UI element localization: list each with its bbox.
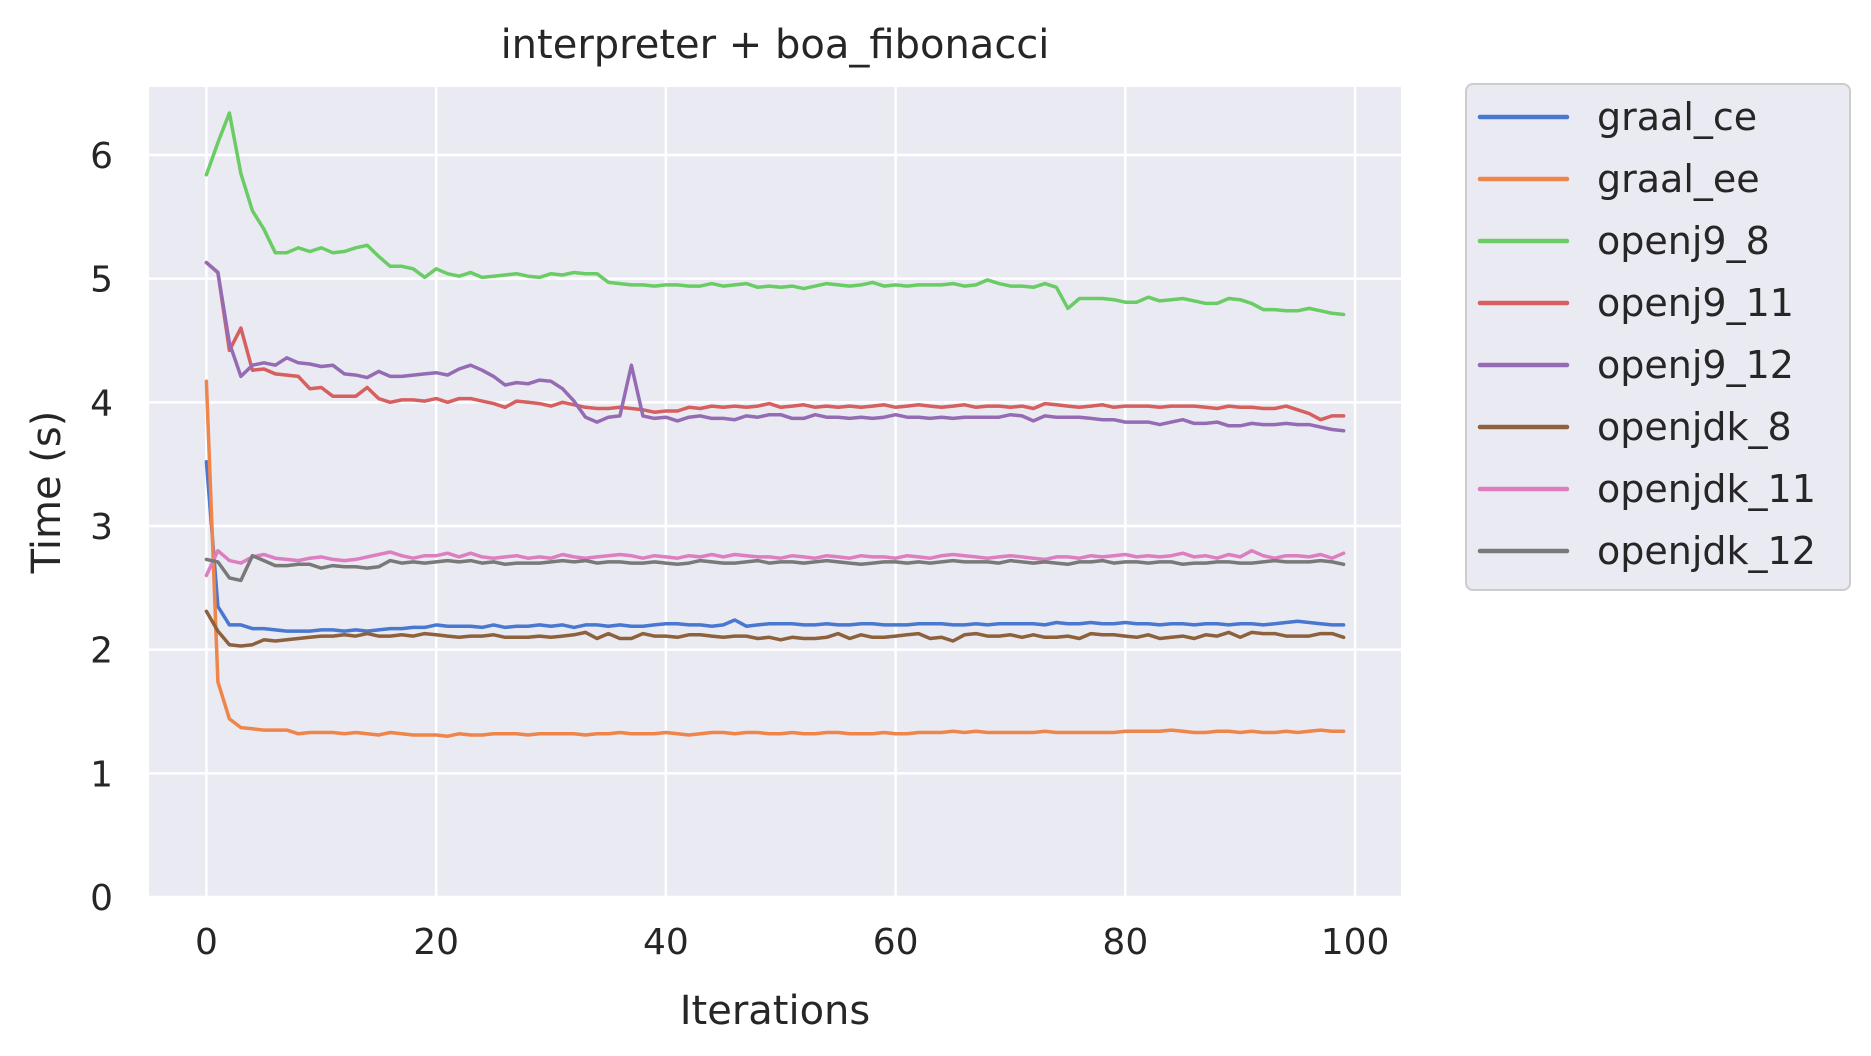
series-line-openj9-11 [204, 260, 1346, 422]
x-tick-label: 20 [413, 922, 459, 963]
series-lines [204, 111, 1346, 738]
series-line-openj9-12 [204, 260, 1346, 433]
y-tick-label: 0 [90, 878, 113, 919]
y-gridlines [149, 153, 1401, 899]
legend-label: graal_ee [1597, 157, 1760, 201]
series-line-openjdk-8 [204, 609, 1346, 648]
legend-label: openj9_11 [1597, 281, 1794, 325]
y-tick-label: 5 [90, 260, 113, 301]
legend-item: openj9_12 [1477, 343, 1794, 387]
x-tick-label: 60 [873, 922, 919, 963]
y-axis-label: Time (s) [24, 411, 70, 575]
x-tick-label: 0 [195, 922, 218, 963]
legend-box [1465, 83, 1851, 591]
y-tick-label: 4 [90, 383, 113, 424]
plot-area [149, 87, 1401, 897]
legend-item: openj9_8 [1477, 219, 1770, 263]
series-line-openjdk-12 [204, 553, 1346, 583]
y-tick-label: 6 [90, 136, 113, 177]
legend-label: openjdk_8 [1597, 405, 1792, 449]
legend-item: openjdk_8 [1477, 405, 1792, 449]
y-tick-labels: 0 1 2 3 4 5 6 [90, 136, 113, 919]
series-line-openjdk-11 [204, 548, 1346, 578]
legend-item: openjdk_11 [1477, 467, 1816, 511]
legend-label: openj9_12 [1597, 343, 1794, 387]
y-tick-label: 3 [90, 507, 113, 548]
x-tick-labels: 0 20 40 60 80 100 [195, 922, 1389, 963]
x-tick-label: 100 [1321, 922, 1390, 963]
chart-title: interpreter + boa_fibonacci [501, 22, 1050, 68]
legend-label: openjdk_11 [1597, 467, 1816, 511]
series-line-graal-ee [204, 379, 1346, 738]
legend-item: openj9_11 [1477, 281, 1794, 325]
legend-item: graal_ee [1477, 157, 1760, 201]
series-line-graal-ce [204, 459, 1346, 633]
x-gridlines [205, 87, 1357, 897]
legend: graal_ce graal_ee openj9_8 openj9_11 openj9_… [1465, 83, 1851, 591]
x-axis-label: Iterations [680, 988, 871, 1034]
x-tick-label: 80 [1102, 922, 1148, 963]
series-line-openj9-8 [204, 111, 1346, 317]
legend-label: openj9_8 [1597, 219, 1770, 263]
legend-label: openjdk_12 [1597, 529, 1816, 573]
legend-items: graal_ce graal_ee openj9_8 openj9_11 openj9_… [1477, 95, 1816, 573]
legend-item: graal_ce [1477, 95, 1757, 139]
y-tick-label: 2 [90, 631, 113, 672]
legend-label: graal_ce [1597, 95, 1757, 139]
legend-item: openjdk_12 [1477, 529, 1816, 573]
x-tick-label: 40 [643, 922, 689, 963]
y-tick-label: 1 [90, 754, 113, 795]
